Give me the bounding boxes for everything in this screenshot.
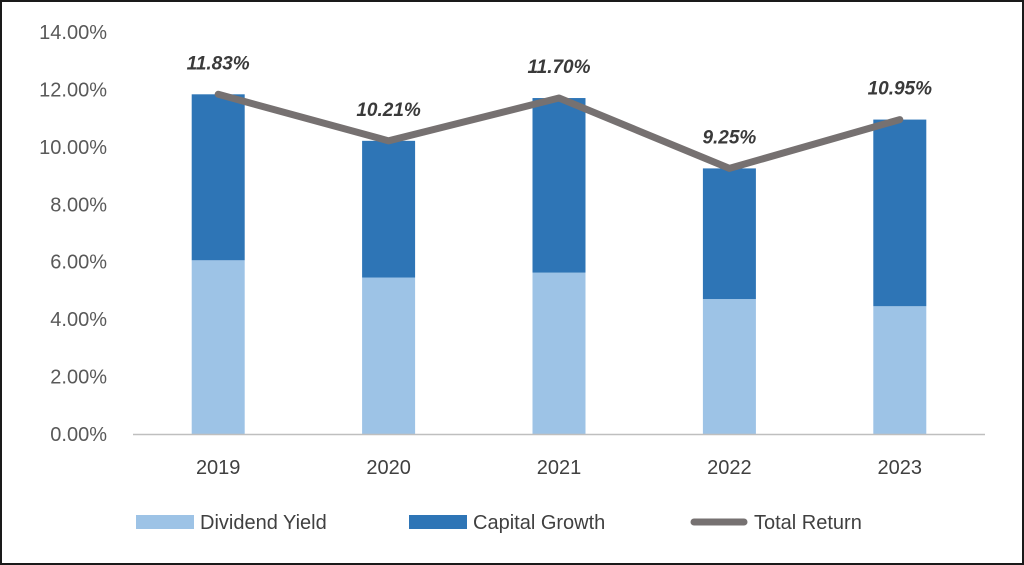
bar-capital-growth bbox=[362, 140, 416, 278]
data-label: 10.21% bbox=[356, 100, 421, 121]
x-tick-label: 2021 bbox=[537, 457, 582, 479]
data-label: 10.95% bbox=[868, 79, 933, 100]
bar-capital-growth bbox=[873, 119, 927, 307]
data-label: 9.25% bbox=[702, 127, 756, 148]
data-label: 11.83% bbox=[187, 53, 250, 74]
bar-capital-growth bbox=[702, 168, 756, 300]
legend-label-total-return: Total Return bbox=[754, 512, 862, 534]
x-tick-label: 2019 bbox=[196, 457, 241, 479]
y-tick-label: 2.00% bbox=[50, 367, 107, 389]
bar-capital-growth bbox=[532, 98, 586, 273]
y-tick-label: 14.00% bbox=[39, 22, 107, 44]
bar-dividend-yield bbox=[873, 306, 927, 434]
y-tick-label: 4.00% bbox=[50, 309, 107, 331]
legend-swatch-dividend-yield bbox=[136, 515, 194, 529]
data-label: 11.70% bbox=[527, 57, 590, 78]
legend-label-dividend-yield: Dividend Yield bbox=[200, 512, 327, 534]
x-tick-label: 2020 bbox=[366, 457, 411, 479]
bar-capital-growth bbox=[191, 94, 245, 261]
bar-dividend-yield bbox=[532, 272, 586, 434]
y-tick-label: 6.00% bbox=[50, 252, 107, 274]
x-tick-label: 2023 bbox=[878, 457, 923, 479]
y-tick-label: 8.00% bbox=[50, 194, 107, 216]
bar-dividend-yield bbox=[191, 260, 245, 434]
legend-label-capital-growth: Capital Growth bbox=[473, 512, 605, 534]
x-tick-label: 2022 bbox=[707, 457, 752, 479]
y-tick-label: 10.00% bbox=[39, 137, 107, 159]
y-tick-label: 0.00% bbox=[50, 424, 107, 446]
legend-swatch-capital-growth bbox=[409, 515, 467, 529]
line-total-return bbox=[214, 90, 904, 172]
y-tick-label: 12.00% bbox=[39, 79, 107, 101]
bar-dividend-yield bbox=[362, 277, 416, 434]
bar-dividend-yield bbox=[702, 299, 756, 434]
